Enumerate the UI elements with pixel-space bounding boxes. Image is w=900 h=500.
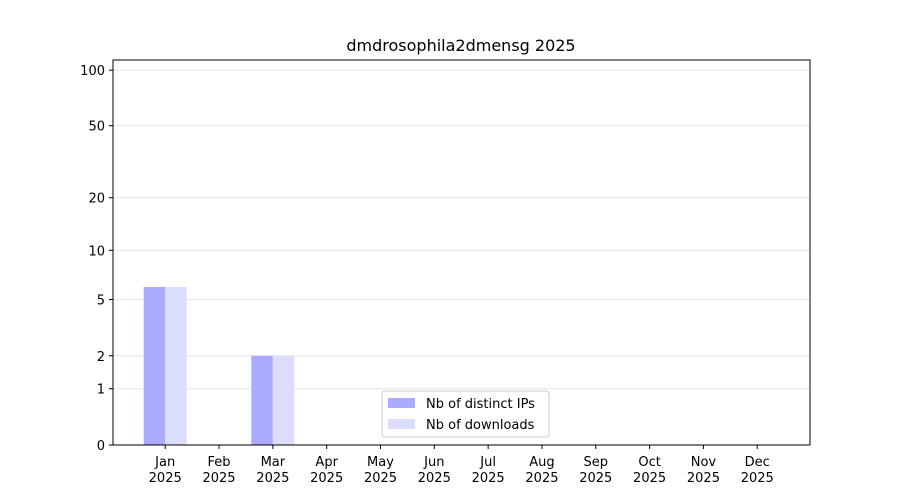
plot-frame <box>112 59 811 446</box>
legend-swatch <box>388 398 415 408</box>
bar <box>251 355 273 445</box>
chart-title: dmdrosophila2dmensg 2025 <box>346 36 575 55</box>
x-tick-label: Mar 2025 <box>256 455 289 486</box>
y-tick-label: 2 <box>97 350 105 365</box>
y-tick-label: 20 <box>88 192 105 207</box>
x-tick-label: Sep 2025 <box>579 455 612 486</box>
x-tick-label: Nov 2025 <box>687 455 720 486</box>
x-tick-label: May 2025 <box>364 455 397 486</box>
bar <box>143 286 166 445</box>
x-tick-label: Feb 2025 <box>202 455 235 486</box>
y-tick-label: 100 <box>80 64 105 79</box>
y-tick-label: 1 <box>97 383 105 398</box>
y-tick-label: 5 <box>97 293 105 308</box>
x-tick-label: Apr 2025 <box>310 455 343 486</box>
bar <box>272 355 295 445</box>
bar <box>165 286 187 445</box>
x-tick-label: Dec 2025 <box>741 455 774 486</box>
x-tick-label: Oct 2025 <box>633 455 666 486</box>
y-tick-label: 10 <box>88 244 105 259</box>
x-tick-label: Jun 2025 <box>418 455 451 486</box>
legend-label: Nb of downloads <box>426 418 535 433</box>
y-tick-label: 50 <box>88 120 105 135</box>
legend-box <box>381 390 550 438</box>
legend-swatch <box>388 419 415 429</box>
legend-label: Nb of distinct IPs <box>426 397 535 412</box>
x-tick-label: Aug 2025 <box>525 455 558 486</box>
y-tick-label: 0 <box>97 439 105 454</box>
x-tick-label: Jan 2025 <box>149 455 182 486</box>
x-tick-label: Jul 2025 <box>472 455 505 486</box>
